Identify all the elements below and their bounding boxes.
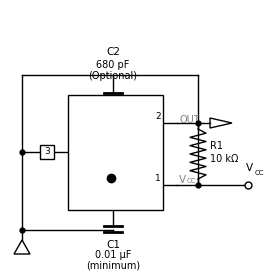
Text: 0.01 μF: 0.01 μF [95,250,131,260]
Text: 10 kΩ: 10 kΩ [210,154,238,164]
Bar [40,145,54,159]
Text: (minimum): (minimum) [86,260,140,270]
Text: C2: C2 [106,47,120,57]
Text: 2: 2 [155,112,161,121]
Text: OUT: OUT [179,115,200,125]
Text: (Optional): (Optional) [88,71,137,81]
Text: CC: CC [187,178,196,184]
Bar [68,95,163,210]
Text: V: V [179,175,186,185]
Text: 3: 3 [44,147,50,157]
Text: 1: 1 [155,174,161,183]
Text: C1: C1 [106,240,120,250]
Text: R1: R1 [210,141,223,151]
Text: 680 pF: 680 pF [96,60,130,70]
Text: CC: CC [255,170,265,176]
Text: V: V [246,163,253,173]
